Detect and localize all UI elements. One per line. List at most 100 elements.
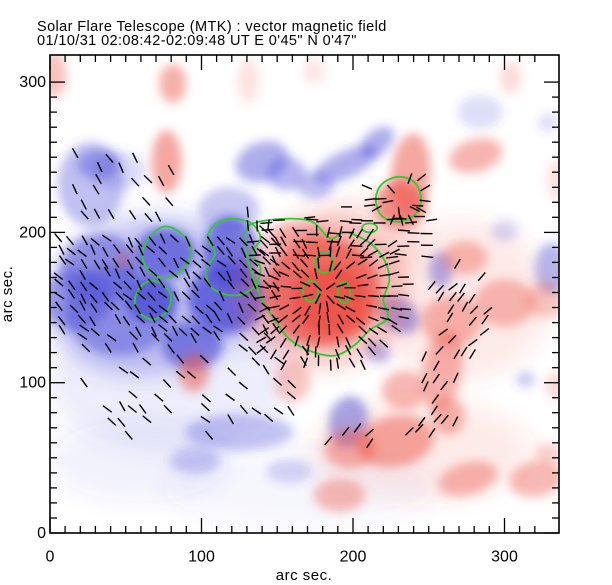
- magnetic-vector: [77, 249, 87, 258]
- magnetic-vector: [81, 343, 91, 353]
- magnetic-vector: [338, 226, 343, 238]
- magnetic-vector: [377, 263, 389, 269]
- magnetic-vector: [168, 270, 179, 279]
- magnetic-vector: [453, 349, 461, 360]
- magnetic-vector: [326, 295, 335, 305]
- magnetic-vector: [240, 247, 247, 258]
- magnetic-vector: [101, 259, 109, 270]
- polarity-blob: [159, 64, 187, 104]
- magnetic-vector: [150, 326, 158, 337]
- magnetic-vector: [420, 184, 431, 192]
- magnetic-vector: [293, 238, 301, 249]
- magnetic-vector: [378, 307, 390, 311]
- x-tick-label: 0: [46, 549, 55, 566]
- magnetic-vector: [407, 173, 413, 184]
- magnetic-vector: [268, 305, 280, 309]
- y-tick-label: 200: [19, 224, 46, 241]
- magnetic-vector: [387, 318, 398, 326]
- magnetic-vector: [431, 394, 440, 404]
- magnetic-vector: [58, 255, 67, 266]
- magnetic-vector: [162, 379, 172, 389]
- magnetic-vector: [80, 258, 88, 270]
- y-tick-label: 300: [19, 74, 46, 91]
- magnetic-vector: [448, 282, 458, 291]
- magnetic-vector: [364, 204, 376, 207]
- magnetic-vector: [282, 349, 290, 360]
- magnetic-vector: [302, 314, 310, 325]
- magnetic-vector: [179, 257, 190, 265]
- magnetic-vector: [118, 162, 124, 174]
- magnetic-vector: [122, 315, 131, 326]
- magnetic-vector: [96, 161, 103, 173]
- magnetic-vector: [124, 300, 133, 310]
- magnetic-vector: [386, 184, 396, 194]
- magnetic-vector: [414, 423, 424, 433]
- magnetic-vector: [213, 330, 221, 341]
- magnetic-vector: [157, 290, 168, 299]
- magnetic-vector: [291, 261, 300, 272]
- magnetic-vector: [246, 240, 259, 243]
- magnetic-vector: [80, 281, 88, 292]
- magnetic-vector: [55, 301, 63, 312]
- magnetic-vector: [430, 405, 438, 416]
- magnetic-vector: [316, 219, 329, 223]
- magnetic-vector: [306, 344, 310, 356]
- magnetic-vector: [191, 281, 199, 292]
- plot-title: Solar Flare Telescope (MTK) : vector mag…: [37, 19, 387, 35]
- polarity-blob: [178, 352, 209, 392]
- magnetic-vector: [240, 278, 250, 287]
- magnetic-vector: [345, 337, 352, 348]
- magnetic-vector: [104, 342, 112, 353]
- magnetic-vector: [367, 346, 376, 356]
- magnetic-vector: [262, 279, 272, 289]
- magnetic-vector: [123, 280, 132, 290]
- magnetic-vector: [326, 240, 339, 243]
- magnetic-vector: [201, 258, 211, 267]
- polarity-blob: [296, 172, 334, 200]
- y-tick-label: 100: [19, 375, 46, 392]
- magnetic-vector: [345, 344, 352, 356]
- magnetic-vector: [159, 233, 166, 244]
- magnetic-vector: [118, 366, 129, 374]
- magnetic-vector: [249, 258, 259, 267]
- magnetic-vector: [469, 349, 476, 360]
- magnetic-vector: [95, 173, 102, 185]
- magnetic-vector: [79, 300, 86, 311]
- magnetic-vector: [239, 291, 250, 299]
- magnetic-vector: [158, 315, 169, 324]
- magnetic-vector: [302, 293, 314, 298]
- magnetic-vector: [421, 351, 428, 362]
- magnetic-vector: [226, 313, 233, 324]
- magnetic-vector: [280, 236, 287, 247]
- magnetic-vector: [460, 346, 468, 357]
- polarity-blob: [546, 160, 559, 200]
- green-contour: [302, 279, 320, 303]
- magnetic-vector: [105, 153, 114, 163]
- magnetic-vector: [377, 326, 388, 334]
- magnetic-vector: [186, 370, 197, 379]
- magnetic-vector: [368, 258, 379, 267]
- magnetic-vector: [135, 326, 142, 337]
- magnetic-vector: [254, 259, 266, 265]
- magnetic-vector: [132, 342, 139, 353]
- magnetic-vector: [57, 315, 66, 326]
- magnetic-vector: [356, 348, 364, 359]
- magnetic-vector: [333, 261, 342, 271]
- magnetic-vector: [190, 332, 197, 344]
- magnetic-vector: [259, 306, 270, 313]
- magnetic-vector: [102, 405, 113, 413]
- magnetic-vector: [281, 261, 291, 270]
- polarity-blob: [303, 59, 325, 84]
- magnetic-vector: [110, 301, 120, 311]
- magnetic-vector: [205, 304, 216, 313]
- magnetic-vector: [147, 292, 156, 302]
- magnetic-vector: [357, 258, 368, 266]
- polarity-blob: [509, 460, 559, 498]
- magnetic-vector: [68, 280, 76, 291]
- magnetic-vector: [139, 266, 146, 277]
- magnetic-vector: [292, 248, 300, 260]
- green-contour: [133, 279, 173, 321]
- magnetic-vector: [366, 238, 376, 248]
- magnetic-vector: [336, 235, 342, 247]
